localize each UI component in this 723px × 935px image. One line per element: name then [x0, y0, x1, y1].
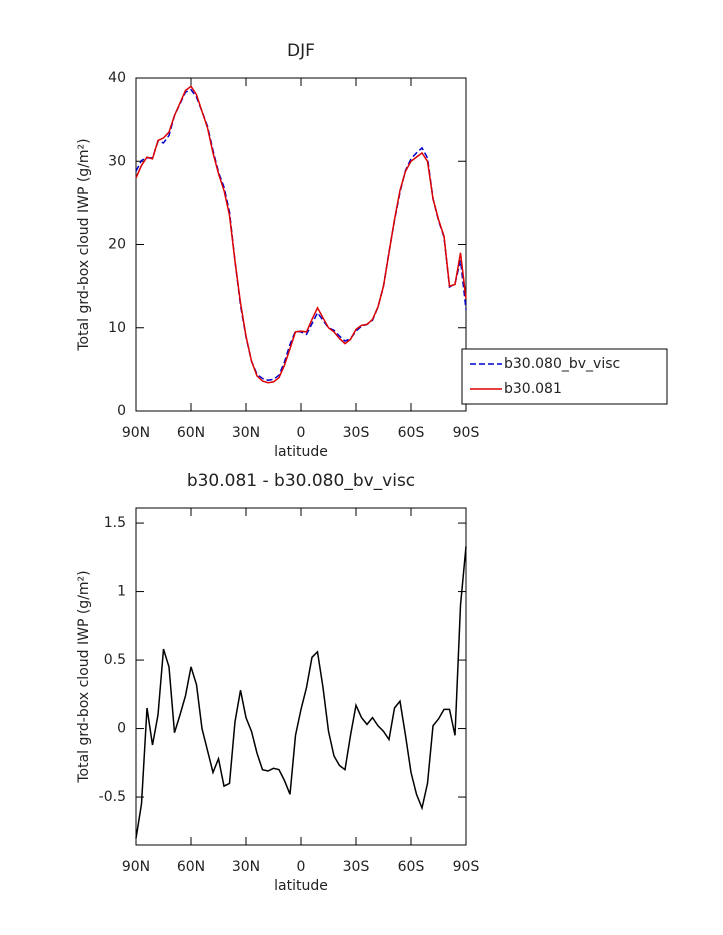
y-tick-label: 0.5: [104, 652, 126, 668]
x-axis-label: latitude: [274, 444, 328, 460]
x-tick-label: 90S: [453, 425, 480, 441]
y-tick-label: -0.5: [99, 789, 126, 805]
y-axis-label: Total grd-box cloud IWP (g/m²): [76, 138, 92, 351]
chart-title: DJF: [287, 41, 315, 61]
x-tick-label: 60S: [398, 425, 425, 441]
x-tick-label: 60N: [177, 425, 205, 441]
x-tick-label: 0: [297, 425, 306, 441]
y-tick-label: 20: [108, 237, 126, 253]
y-tick-label: 0: [117, 403, 126, 419]
x-tick-label: 30N: [232, 859, 260, 875]
x-tick-label: 30S: [343, 425, 370, 441]
y-tick-label: 30: [108, 153, 126, 169]
y-tick-label: 10: [108, 320, 126, 336]
x-tick-label: 0: [297, 859, 306, 875]
y-tick-label: 1.5: [104, 515, 126, 531]
legend-label: b30.080_bv_visc: [504, 356, 620, 372]
x-axis-label: latitude: [274, 878, 328, 894]
data-line: [135, 546, 467, 839]
x-tick-label: 90N: [122, 859, 150, 875]
x-tick-label: 90S: [453, 859, 480, 875]
legend-box: [461, 348, 668, 405]
y-tick-label: 0: [117, 721, 126, 737]
legend-label: b30.081: [504, 381, 562, 397]
y-tick-label: 1: [117, 584, 126, 600]
x-tick-label: 60S: [398, 859, 425, 875]
data-line: [135, 88, 467, 381]
data-line: [135, 85, 467, 384]
x-tick-label: 30N: [232, 425, 260, 441]
x-tick-label: 90N: [122, 425, 150, 441]
plot-frame: [135, 77, 467, 412]
y-axis-label: Total grd-box cloud IWP (g/m²): [76, 570, 92, 783]
x-tick-label: 60N: [177, 859, 205, 875]
y-tick-label: 40: [108, 70, 126, 86]
x-tick-label: 30S: [343, 859, 370, 875]
chart-title: b30.081 - b30.080_bv_visc: [187, 471, 415, 491]
